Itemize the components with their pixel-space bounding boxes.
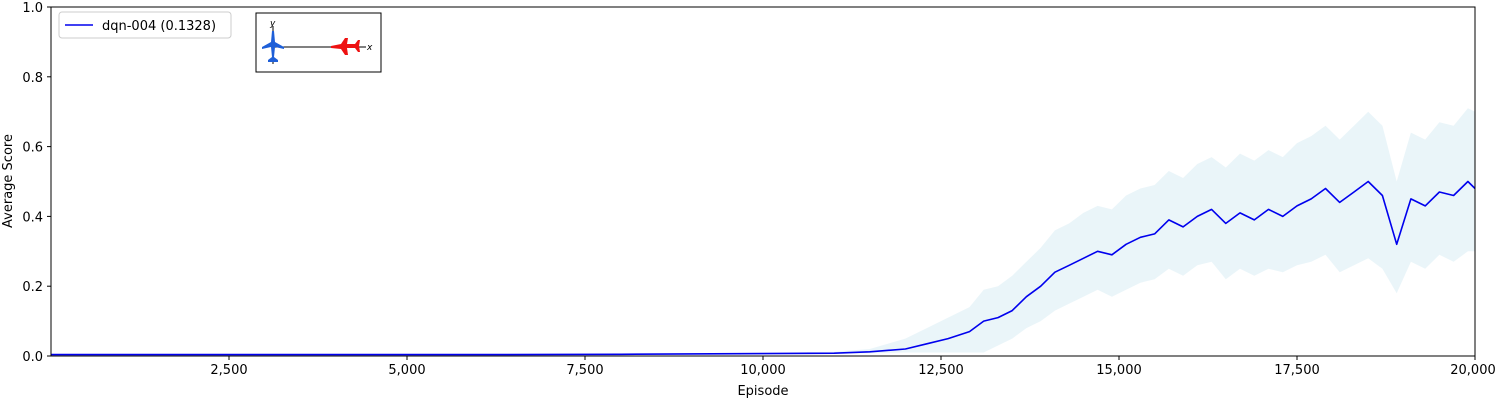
- x-tick-label: 15,000: [1096, 363, 1142, 378]
- x-tick-label: 10,000: [740, 363, 786, 378]
- x-axis-label: Episode: [737, 384, 788, 399]
- legend-entry: dqn-004 (0.1328): [102, 19, 216, 34]
- series-line: [51, 180, 1476, 356]
- blue-plane-icon: [262, 31, 284, 62]
- legend: dqn-004 (0.1328): [58, 11, 232, 39]
- y-tick-label: 0.2: [22, 280, 43, 295]
- y-tick-label: 0.8: [22, 71, 43, 86]
- y-axis-ticks: 0.0 0.2 0.4 0.6 0.8 1.0: [22, 1, 51, 365]
- x-tick-label: 17,500: [1274, 363, 1320, 378]
- y-tick-label: 1.0: [22, 1, 43, 16]
- x-tick-label: 2,500: [210, 363, 247, 378]
- inset-x-label: x: [366, 43, 373, 53]
- x-tick-label: 12,500: [918, 363, 964, 378]
- inset-frame: [255, 12, 382, 73]
- series-confidence-band: [51, 108, 1475, 355]
- x-axis-ticks: 2,500 5,000 7,500 10,000 12,500 15,000 17,500 2…: [210, 356, 1496, 378]
- x-tick-label: 20,000: [1450, 363, 1496, 378]
- y-tick-label: 0.6: [22, 141, 43, 156]
- x-tick-label: 5,000: [388, 363, 425, 378]
- confidence-band-layer: [51, 108, 1475, 355]
- legend-box: [58, 11, 232, 39]
- x-tick-label: 7,500: [566, 363, 603, 378]
- red-plane-icon: [331, 38, 360, 55]
- y-tick-label: 0.4: [22, 210, 43, 225]
- inset-y-label: y: [269, 19, 276, 29]
- inset-diagram: y x: [255, 12, 382, 73]
- series-line-layer: [51, 180, 1476, 356]
- y-tick-label: 0.0: [22, 350, 43, 365]
- y-axis-label: Average Score: [1, 134, 16, 228]
